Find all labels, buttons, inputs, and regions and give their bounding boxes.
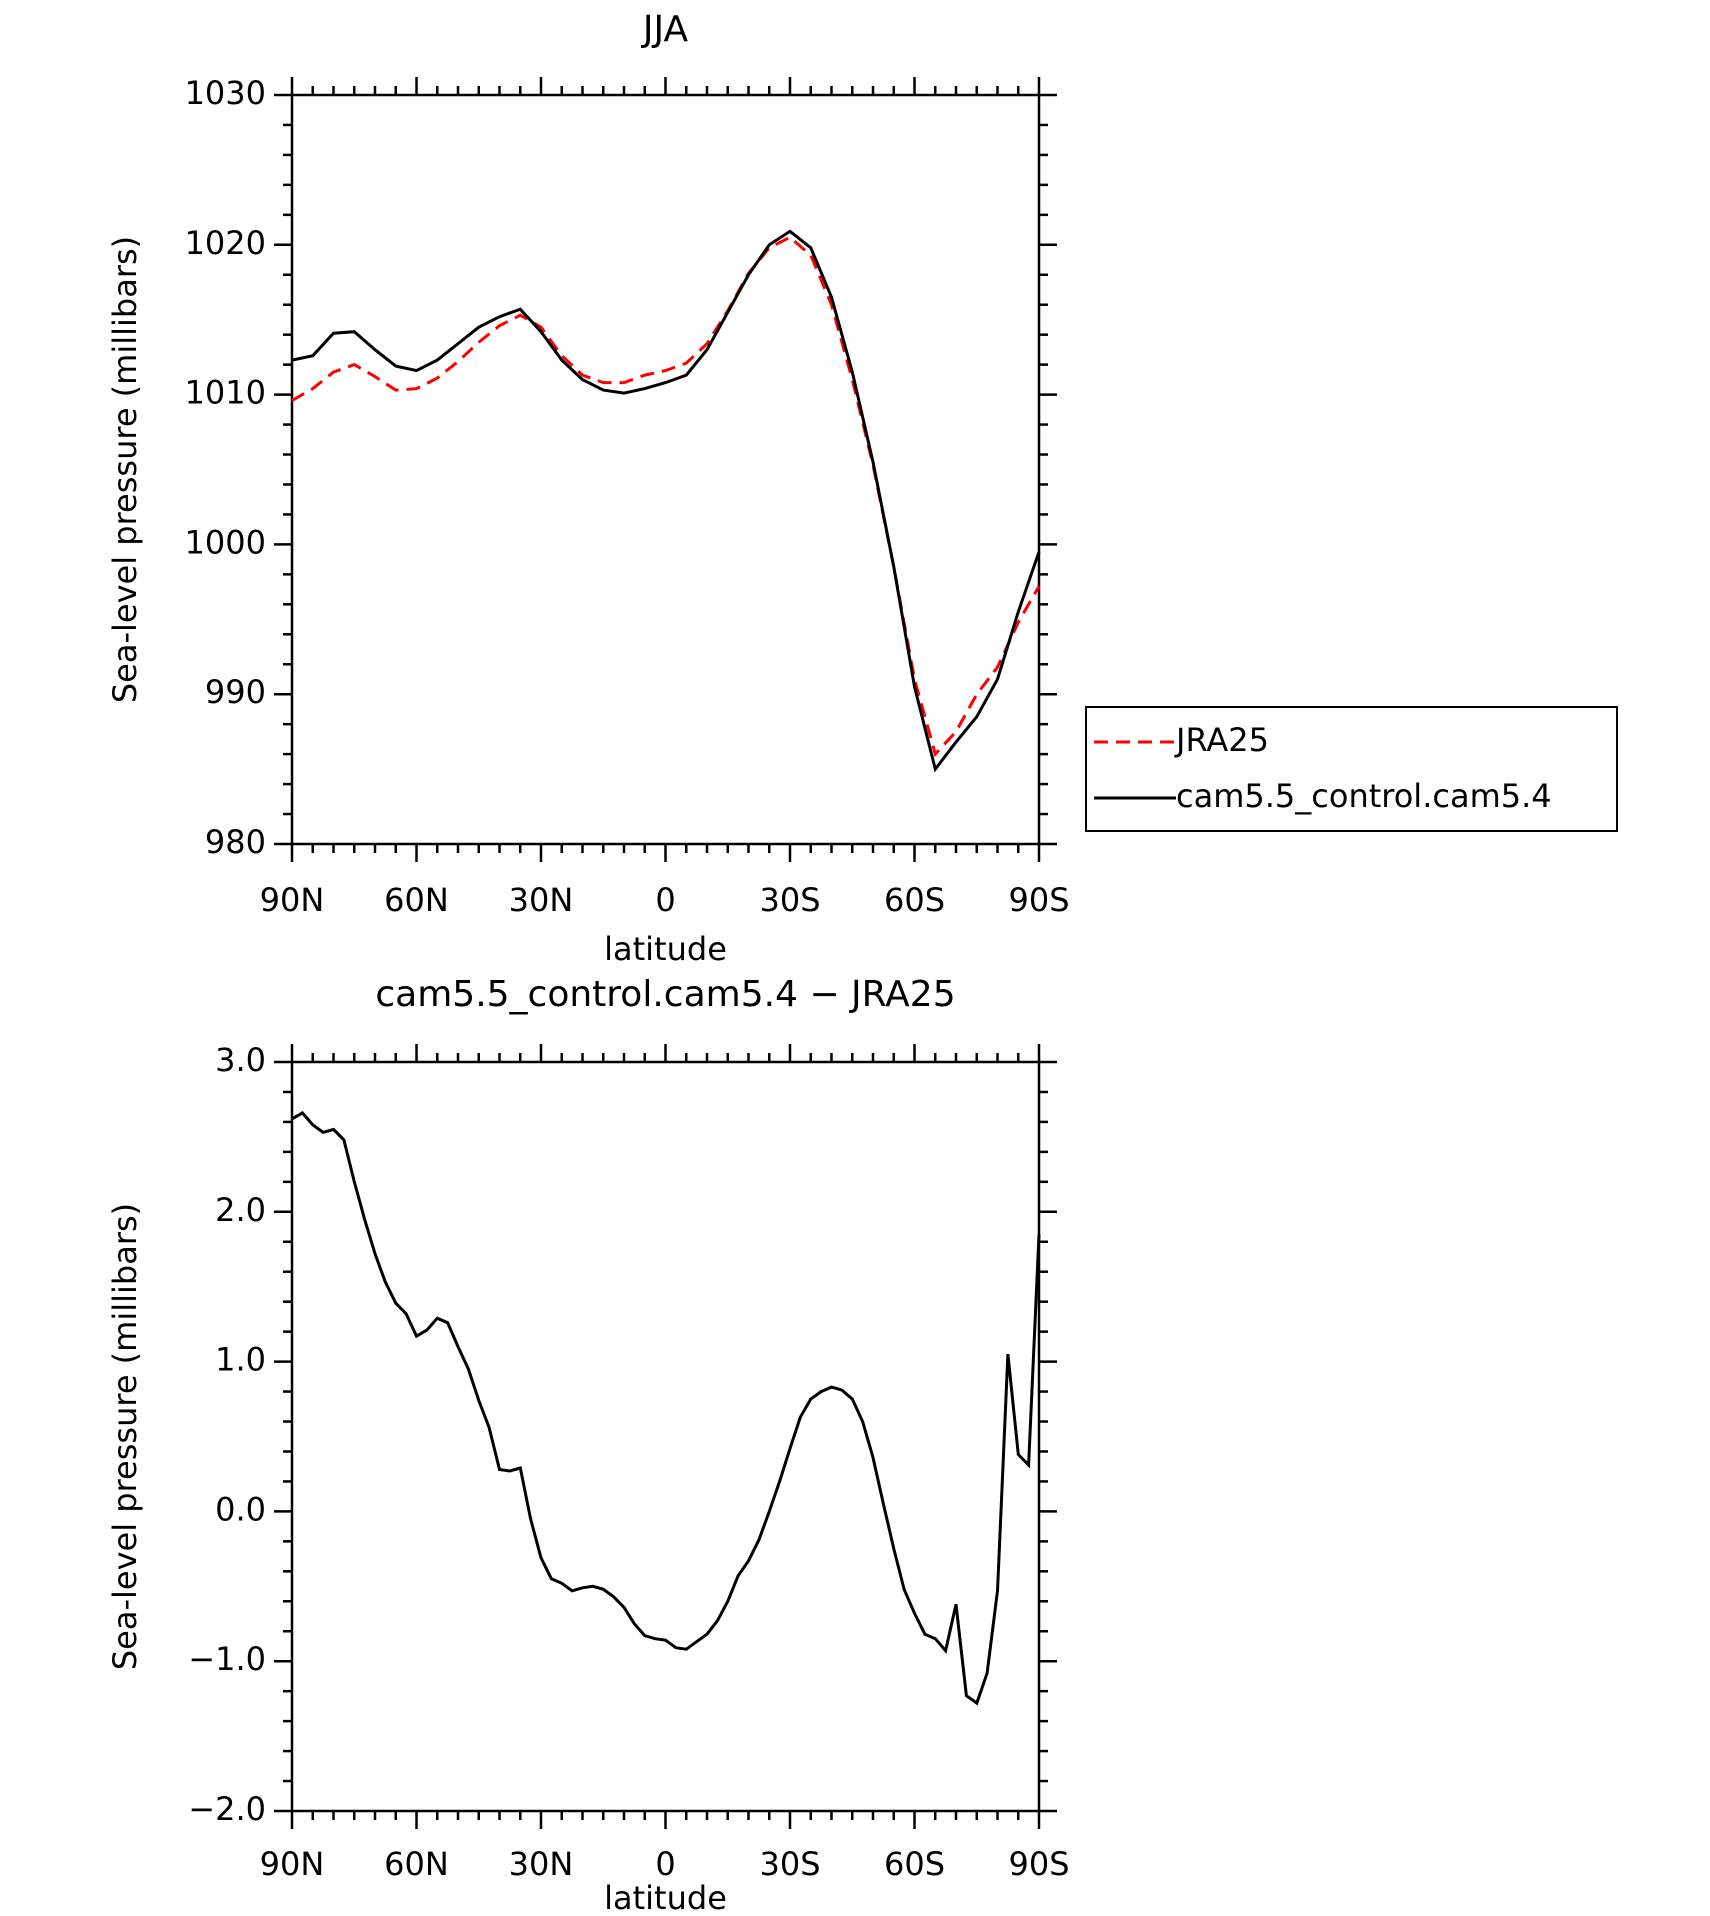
data-line	[291, 229, 1041, 773]
x-axis-label: latitude	[604, 1879, 727, 1916]
y-tick-label: 1.0	[215, 1341, 266, 1379]
x-tick-label: 30N	[509, 881, 574, 919]
x-tick-label: 90S	[1008, 881, 1069, 919]
x-tick-label: 0	[655, 1845, 675, 1883]
y-tick-label: 3.0	[215, 1041, 266, 1079]
x-tick-label: 30N	[509, 1845, 574, 1883]
chart-title: JJA	[641, 9, 689, 50]
chart-title: cam5.5_control.cam5.4 − JRA25	[375, 974, 955, 1015]
x-tick-label: 90N	[260, 1845, 325, 1883]
y-axis-label: Sea-level pressure (millibars)	[106, 236, 144, 703]
legend-box	[1085, 706, 1618, 832]
y-tick-label: 1020	[185, 224, 266, 262]
x-tick-label: 60N	[384, 881, 449, 919]
x-tick-label: 60S	[884, 881, 945, 919]
y-tick-label: 1010	[185, 374, 266, 412]
legend-label: cam5.5_control.cam5.4	[1176, 777, 1552, 815]
y-tick-label: 1000	[185, 523, 266, 561]
x-tick-label: 30S	[759, 881, 820, 919]
y-tick-label: −2.0	[188, 1790, 266, 1828]
y-tick-label: −1.0	[188, 1640, 266, 1678]
x-axis-label: latitude	[604, 930, 727, 968]
x-tick-label: 90S	[1008, 1845, 1069, 1883]
data-line	[291, 235, 1041, 758]
y-tick-label: 980	[205, 823, 266, 861]
x-tick-label: 60N	[384, 1845, 449, 1883]
x-tick-label: 60S	[884, 1845, 945, 1883]
x-tick-label: 30S	[759, 1845, 820, 1883]
plot-frame	[290, 1060, 1041, 1813]
y-axis-label: Sea-level pressure (millibars)	[106, 1203, 144, 1670]
legend-label: JRA25	[1174, 721, 1269, 759]
x-tick-label: 90N	[260, 881, 325, 919]
x-tick-label: 0	[655, 881, 675, 919]
y-tick-label: 2.0	[215, 1191, 266, 1229]
data-line	[291, 1110, 1041, 1706]
y-tick-label: 990	[205, 673, 266, 711]
y-tick-label: 0.0	[215, 1490, 266, 1528]
y-tick-label: 1030	[185, 74, 266, 112]
